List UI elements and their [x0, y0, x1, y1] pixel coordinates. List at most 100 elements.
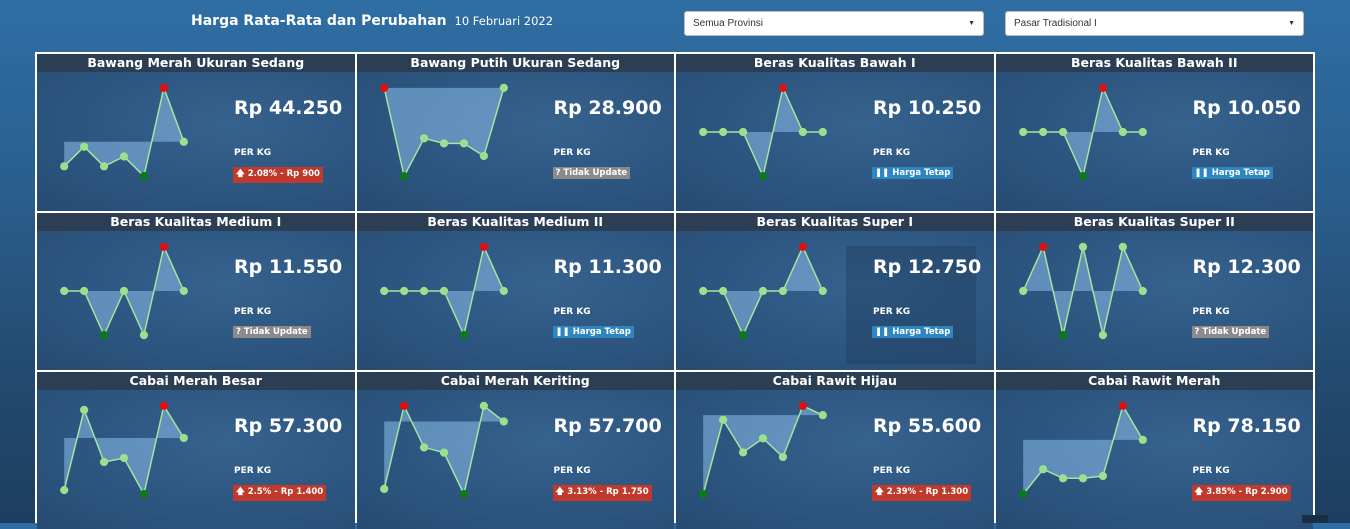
sparkline-area — [703, 87, 823, 177]
sparkline-point — [99, 331, 109, 340]
sparkline-point — [778, 83, 788, 92]
sparkline-point — [719, 286, 728, 296]
price-card[interactable]: Beras Kualitas Medium II Rp 11.300 PER KG ❚… — [356, 213, 675, 370]
sparkline-point — [778, 286, 788, 296]
price-sparkline — [60, 83, 188, 181]
sparkline-point — [719, 415, 728, 424]
change-badge: ❚❚ Harga Tetap — [552, 326, 634, 338]
sparkline-point — [1058, 474, 1067, 483]
price-unit: PER KG — [873, 148, 911, 158]
sparkline-point — [99, 162, 109, 171]
sparkline-point — [1138, 435, 1147, 444]
change-badge: ❚❚ Harga Tetap — [872, 167, 954, 179]
card-title: Bawang Putih Ukuran Sedang — [356, 54, 674, 72]
sparkline-point — [1018, 286, 1027, 296]
price-sparkline — [699, 83, 827, 181]
sparkline-point — [1038, 242, 1047, 251]
price-unit: PER KG — [234, 307, 272, 317]
sparkline-point — [419, 286, 428, 296]
card-body: Rp 11.550 PER KG? Tidak Update — [37, 231, 355, 370]
card-body: Rp 57.300 PER KG 🡅 2.5% - Rp 1.400 — [37, 390, 355, 529]
sparkline-point — [459, 490, 468, 499]
arrow-up-icon: 🡅 — [875, 487, 887, 497]
price-sparkline — [1018, 242, 1147, 340]
price-card[interactable]: Cabai Rawit Merah Rp 78.150 PER KG 🡅 3.85% … — [995, 372, 1313, 529]
change-badge: ? Tidak Update — [552, 167, 631, 179]
price-card[interactable]: Cabai Merah Keriting Rp 57.700 PER KG 🡅 3.1… — [356, 372, 675, 529]
card-body: Rp 57.700 PER KG 🡅 3.13% - Rp 1.750 — [357, 390, 675, 529]
scroll-to-top-button[interactable] — [1302, 515, 1328, 523]
card-body: Rp 44.250 PER KG 🡅 2.08% - Rp 900 — [37, 72, 355, 211]
sparkline-point — [399, 172, 408, 181]
sparkline-point — [818, 286, 827, 296]
sparkline-point — [798, 401, 807, 410]
card-title: Beras Kualitas Medium II — [356, 213, 674, 231]
price-value: Rp 28.900 — [553, 97, 662, 119]
sparkline-point — [80, 405, 89, 415]
price-sparkline — [60, 242, 188, 340]
change-badge-text: 2.5% - Rp 1.400 — [247, 487, 324, 497]
sparkline-point — [119, 286, 129, 296]
card-body: Rp 11.300 PER KG ❚❚ Harga Tetap — [357, 231, 675, 370]
card-title: Cabai Merah Besar — [37, 372, 355, 390]
sparkline-point — [379, 286, 388, 296]
pause-icon: ❚❚ — [555, 327, 573, 337]
sparkline-point — [1118, 401, 1127, 410]
sparkline-point — [419, 134, 428, 143]
change-badge-text: Tidak Update — [1202, 327, 1267, 337]
sparkline-point — [80, 142, 89, 151]
sparkline-point — [479, 401, 488, 410]
question-icon: ? — [236, 327, 244, 337]
market-select-value: Pasar Tradisional I — [1014, 18, 1097, 29]
sparkline-point — [479, 151, 488, 161]
price-value: Rp 11.300 — [553, 256, 662, 278]
sparkline-point — [60, 286, 69, 296]
sparkline-point — [1098, 83, 1107, 92]
card-title: Beras Kualitas Super I — [676, 213, 994, 231]
sparkline-point — [818, 127, 827, 137]
price-card[interactable]: Cabai Rawit Hijau Rp 55.600 PER KG 🡅 2.39% … — [676, 372, 994, 529]
sparkline-point — [1058, 331, 1067, 340]
sparkline-point — [179, 433, 188, 443]
change-badge-text: Tidak Update — [563, 168, 628, 178]
price-card[interactable]: Beras Kualitas Bawah II Rp 10.050 PER KG ❚❚… — [995, 54, 1313, 211]
change-badge: 🡅 3.85% - Rp 2.900 — [1191, 485, 1291, 501]
change-badge: ? Tidak Update — [233, 326, 311, 338]
change-badge: 🡅 2.39% - Rp 1.300 — [872, 485, 972, 501]
price-card[interactable]: Bawang Putih Ukuran Sedang Rp 28.900 PER K… — [356, 54, 674, 211]
price-unit: PER KG — [234, 466, 272, 476]
sparkline-point — [798, 127, 807, 137]
price-value: Rp 55.600 — [873, 415, 982, 437]
sparkline-point — [699, 490, 708, 499]
card-body: Rp 10.250 PER KG ❚❚ Harga Tetap — [676, 72, 994, 211]
price-card[interactable]: Cabai Merah Besar Rp 57.300 PER KG 🡅 2.5% -… — [37, 372, 355, 529]
sparkline-point — [1018, 490, 1027, 499]
sparkline-point — [459, 331, 468, 340]
sparkline-point — [1078, 172, 1087, 181]
sparkline-point — [1138, 127, 1147, 137]
sparkline-point — [379, 484, 388, 494]
change-badge-text: Tidak Update — [243, 327, 308, 337]
province-select[interactable]: Semua Provinsi ▼ — [684, 11, 984, 36]
price-card[interactable]: Beras Kualitas Super I Rp 12.750 PER KG ❚❚ … — [676, 213, 994, 370]
card-title: Cabai Rawit Hijau — [676, 372, 994, 390]
sparkline-point — [179, 137, 188, 146]
price-unit: PER KG — [553, 148, 591, 158]
change-badge: ❚❚ Harga Tetap — [1191, 167, 1273, 179]
chevron-down-icon: ▼ — [968, 20, 975, 27]
arrow-up-icon: 🡅 — [1194, 487, 1207, 497]
price-unit: PER KG — [553, 466, 591, 476]
sparkline-area — [64, 405, 184, 495]
chevron-down-icon: ▼ — [1288, 20, 1295, 27]
market-select[interactable]: Pasar Tradisional I ▼ — [1005, 11, 1304, 36]
sparkline-point — [1098, 471, 1107, 481]
price-card[interactable]: Beras Kualitas Bawah I Rp 10.250 PER KG ❚❚ … — [676, 54, 994, 211]
change-badge: 🡅 3.13% - Rp 1.750 — [552, 485, 652, 501]
price-value: Rp 10.250 — [873, 97, 982, 119]
sparkline-point — [1018, 127, 1027, 137]
price-value: Rp 44.250 — [234, 97, 343, 119]
price-card[interactable]: Beras Kualitas Super II Rp 12.300 PER KG ? … — [995, 213, 1313, 370]
sparkline-point — [1078, 474, 1087, 483]
price-card[interactable]: Bawang Merah Ukuran Sedang Rp 44.250 PER K… — [37, 54, 355, 211]
price-card[interactable]: Beras Kualitas Medium I Rp 11.550 PER KG ? … — [37, 213, 355, 370]
